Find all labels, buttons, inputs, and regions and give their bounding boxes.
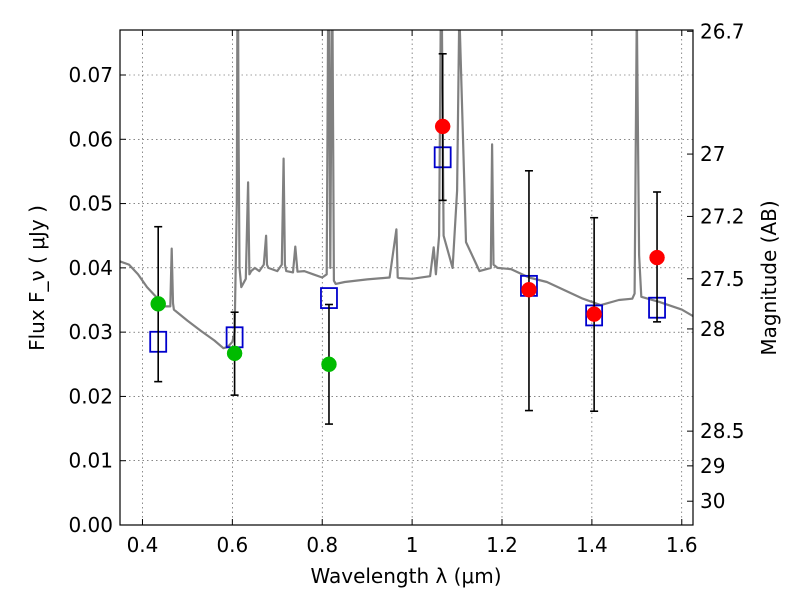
y-tick-label: 0.07 [68,63,113,87]
observed-point [586,306,602,322]
y-axis-title: Flux F_ν ( μJy ) [25,205,49,351]
x-tick-label: 1.4 [576,533,608,557]
x-tick-label: 1 [406,533,419,557]
y-tick-label: 0.02 [68,384,113,408]
observed-point [321,356,337,373]
y-tick-label: 0.00 [68,513,113,537]
y2-tick-label: 26.7 [700,19,745,43]
observed-point [434,118,451,135]
observed-point [521,281,537,298]
y2-tick-label: 27.5 [700,267,745,291]
x-tick-label: 0.6 [216,533,248,557]
observed-point [649,249,665,266]
y-tick-label: 0.05 [68,192,113,216]
y2-tick-label: 29 [700,454,725,478]
observed-point [226,345,243,362]
y-tick-label: 0.03 [68,320,113,344]
y2-tick-label: 27.2 [700,204,745,228]
y-tick-label: 0.06 [68,127,113,151]
y-tick-label: 0.01 [68,449,113,473]
x-tick-label: 1.2 [486,533,518,557]
y2-axis-title: Magnitude (AB) [757,200,781,355]
y2-tick-label: 28 [700,317,725,341]
observed-point [150,296,166,312]
plot-frame [119,29,694,526]
markers [149,52,666,425]
y2-tick-label: 28.5 [700,419,745,443]
x-tick-label: 0.4 [127,533,159,557]
y2-tick-label: 30 [700,489,725,513]
y-tick-label: 0.04 [68,256,113,280]
grid [120,30,693,525]
x-tick-label: 0.8 [306,533,338,557]
model-spectrum-line [120,30,693,350]
axes: 0.4 0.6 0.8 1 1.2 1.4 1.6 0.00 0.01 0.02 0.03 0.04 0… [68,19,744,557]
x-axis-title: Wavelength λ (μm) [310,564,501,588]
y2-tick-label: 27 [700,142,725,166]
x-tick-label: 1.6 [666,533,698,557]
plot-area [120,30,693,350]
